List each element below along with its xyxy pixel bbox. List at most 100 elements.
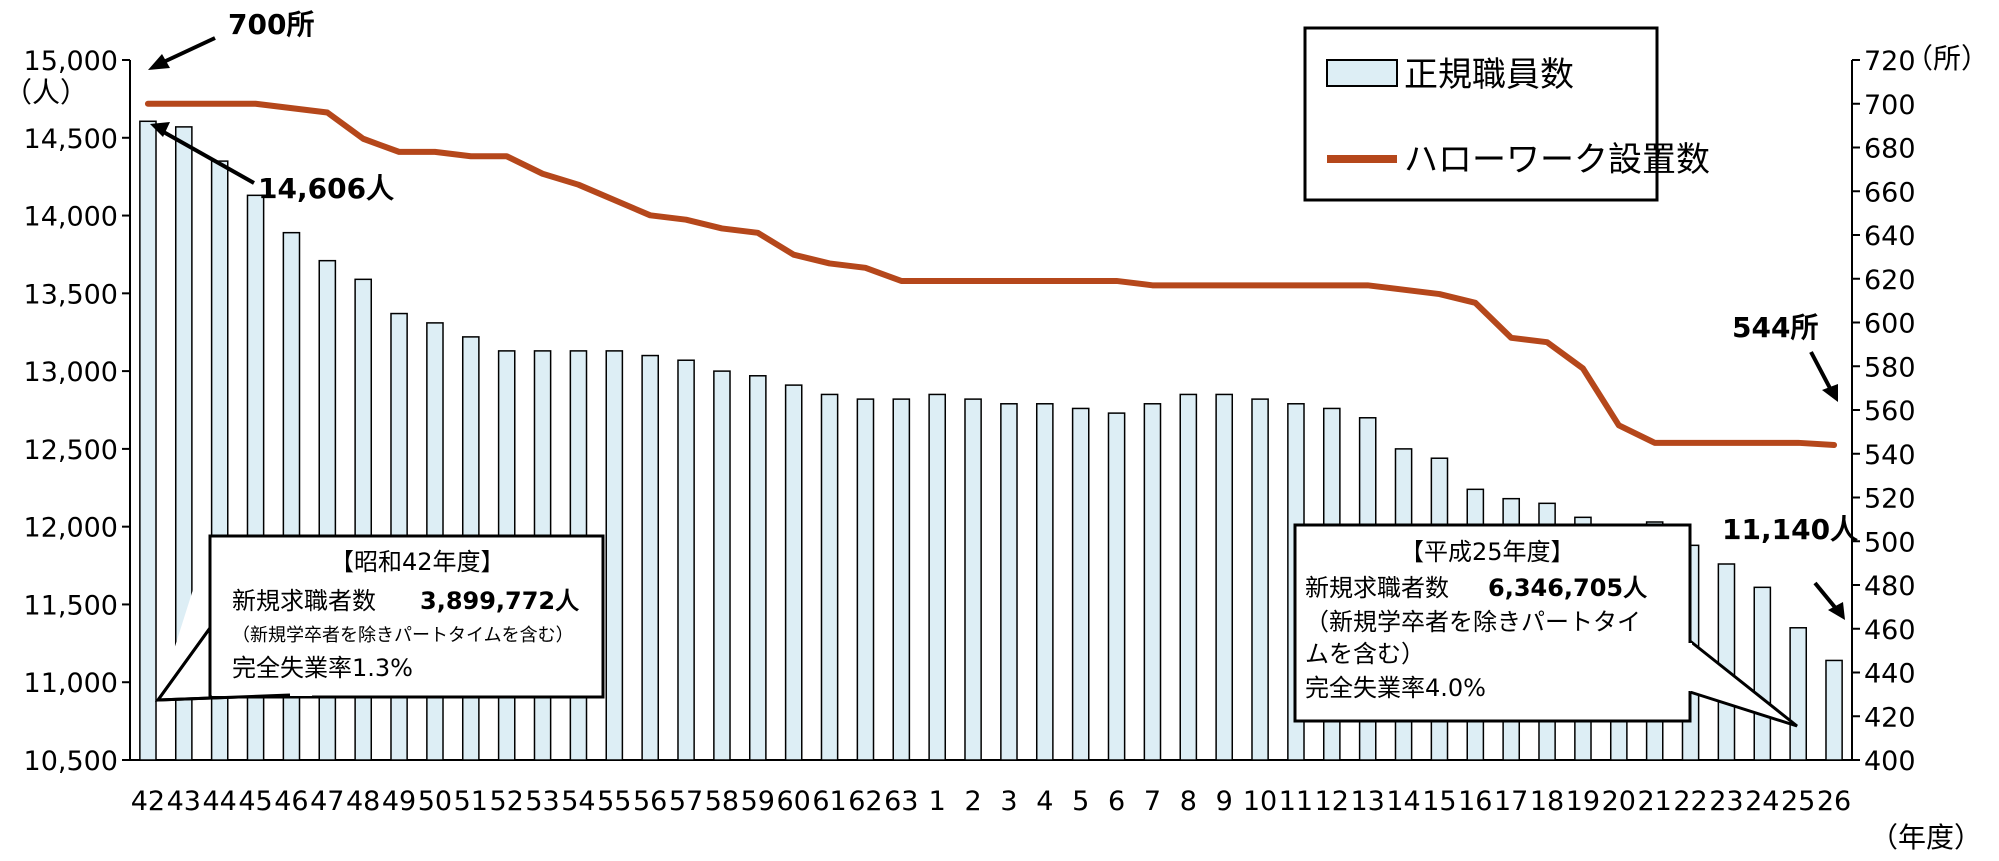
line-point [649, 214, 651, 216]
line-point [1690, 442, 1692, 444]
left-tick-label: 11,000 [24, 668, 118, 699]
x-tick-label: 44 [203, 786, 237, 817]
x-tick-label: 11 [1279, 786, 1313, 817]
left-tick-label: 13,500 [24, 279, 118, 310]
x-tick-label: 18 [1530, 786, 1564, 817]
bar [1215, 393, 1234, 761]
bar [892, 398, 911, 761]
x-tick-label: 20 [1602, 786, 1636, 817]
x-tick-label: 47 [310, 786, 344, 817]
line-point [864, 267, 866, 269]
bar [1251, 398, 1269, 761]
line-point [1725, 442, 1727, 444]
line-point [1367, 284, 1369, 286]
x-tick-label: 25 [1781, 786, 1815, 817]
x-tick-label: 16 [1458, 786, 1492, 817]
bar [713, 370, 731, 761]
callout2-rate: 完全失業率4.0% [1305, 674, 1486, 702]
x-tick-label: 50 [418, 786, 452, 817]
x-tick-label: 10 [1243, 786, 1277, 817]
x-tick-label: 22 [1673, 786, 1707, 817]
bar [748, 375, 767, 761]
bar [139, 120, 157, 761]
line-point [757, 232, 759, 234]
line-point [1654, 442, 1656, 444]
annotation-start-offices: 700所 [228, 8, 314, 41]
arrowhead-end-staff [1828, 602, 1845, 620]
arrow-start-staff [159, 128, 255, 185]
right-tick-label: 600 [1864, 309, 1916, 340]
right-tick-label: 720 [1864, 46, 1916, 77]
line-point [290, 107, 292, 109]
line-point [793, 254, 795, 256]
x-tick-label: 42 [131, 786, 165, 817]
line-point [1151, 284, 1153, 286]
annotation-end-offices: 544所 [1732, 311, 1818, 344]
x-tick-label: 8 [1180, 786, 1197, 817]
x-tick-label: 59 [741, 786, 775, 817]
x-tick-label: 21 [1638, 786, 1672, 817]
callout2-note1: （新規学卒者を除きパートタイ [1305, 608, 1641, 636]
x-tick-label: 58 [705, 786, 739, 817]
annotation-end-staff: 11,140人 [1722, 513, 1858, 546]
right-tick-label: 660 [1864, 177, 1916, 208]
line-point [1403, 289, 1405, 291]
x-tick-label: 24 [1745, 786, 1779, 817]
callout2-label: 新規求職者数 [1305, 574, 1449, 602]
arrow-end-offices [1809, 351, 1834, 393]
callout2-note2: ムを含む） [1305, 640, 1425, 668]
callout1-title: 【昭和42年度】 [330, 548, 505, 576]
x-tick-label: 2 [964, 786, 981, 817]
bar [605, 350, 624, 761]
right-axis-unit: （所） [1905, 42, 1989, 75]
bar [964, 398, 982, 761]
right-tick-label: 420 [1864, 702, 1916, 733]
legend-label-offices: ハローワーク設置数 [1404, 140, 1710, 180]
line-point [1187, 284, 1189, 286]
line-point [434, 151, 436, 153]
x-tick-label: 7 [1144, 786, 1161, 817]
line-point [542, 173, 544, 175]
line-point [1008, 280, 1010, 282]
line-point [685, 219, 687, 221]
bar [677, 359, 695, 761]
x-tick-label: 6 [1108, 786, 1125, 817]
x-tick-label: 19 [1566, 786, 1600, 817]
right-tick-label: 480 [1864, 571, 1916, 602]
arrowhead-end-offices [1822, 384, 1838, 402]
line-point [362, 138, 364, 140]
line-point [1582, 367, 1584, 369]
x-tick-label: 17 [1494, 786, 1528, 817]
left-tick-label: 14,000 [24, 202, 118, 233]
bar [1143, 403, 1162, 761]
callout1-label: 新規求職者数 [232, 587, 376, 615]
left-tick-label: 13,000 [24, 357, 118, 388]
line-point [1546, 341, 1548, 343]
right-tick-label: 460 [1864, 615, 1916, 646]
line-point [183, 103, 185, 105]
legend-label-staff: 正規職員数 [1404, 55, 1574, 95]
left-tick-label: 10,500 [24, 746, 118, 777]
line-point [1761, 442, 1763, 444]
x-tick-label: 51 [454, 786, 488, 817]
bar [1071, 407, 1090, 761]
line-point [326, 112, 328, 113]
right-tick-label: 500 [1864, 527, 1916, 558]
bar [641, 354, 660, 761]
bar [784, 384, 803, 761]
line-point [1044, 280, 1046, 282]
x-tick-label: 4 [1036, 786, 1053, 817]
bar [1753, 586, 1772, 761]
legend: 正規職員数 ハローワーク設置数 [1303, 26, 1710, 202]
left-tick-label: 15,000 [24, 46, 118, 77]
bar [1825, 659, 1843, 761]
axes-layer: 10,500 11,000 11,500 12,000 12,500 13,000 13,5… [24, 46, 1916, 817]
line-point [1833, 444, 1835, 446]
right-tick-label: 520 [1864, 484, 1916, 515]
x-tick-label: 43 [167, 786, 201, 817]
x-tick-label: 1 [929, 786, 946, 817]
left-tick-label: 12,000 [24, 513, 118, 544]
x-tick-label: 49 [382, 786, 416, 817]
x-tick-label: 23 [1709, 786, 1743, 817]
x-tick-label: 9 [1216, 786, 1233, 817]
